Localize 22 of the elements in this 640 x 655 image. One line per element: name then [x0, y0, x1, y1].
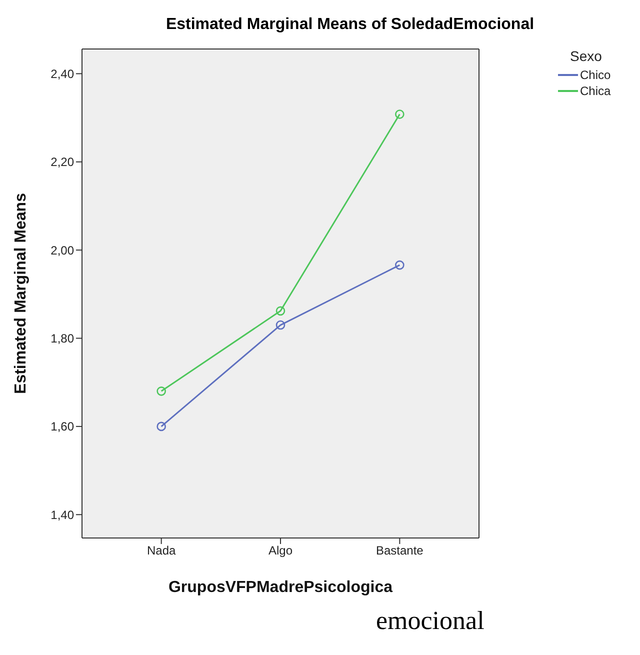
legend-label: Chica	[580, 84, 611, 98]
text: emocional	[376, 606, 486, 636]
y-axis-title: Estimated Marginal Means	[12, 192, 30, 394]
point	[395, 260, 404, 270]
legend-label: Chico	[580, 68, 611, 82]
point	[395, 110, 404, 119]
y-tick-label: 1,80	[50, 332, 74, 346]
chart-title: Estimated Marginal Means of SoledadEmocional	[164, 15, 536, 35]
y-tick-label: 1,40	[50, 508, 74, 522]
point	[156, 386, 166, 396]
y-tick-label: 2,20	[50, 155, 74, 170]
y-tick-label: 2,00	[50, 243, 74, 258]
x-tick-label: Bastante	[376, 544, 424, 558]
point	[156, 422, 166, 432]
x-axis-title: GruposVFPMadrePsicologica	[168, 579, 393, 596]
y-tick-label: 1,60	[50, 420, 74, 434]
x-tick-label: Algo	[268, 544, 293, 558]
point	[276, 320, 286, 330]
y-tick-label: 2,40	[50, 66, 74, 81]
legend-title: Sexo	[569, 48, 603, 64]
x-tick-label: Nada	[146, 544, 176, 558]
point	[276, 306, 286, 316]
